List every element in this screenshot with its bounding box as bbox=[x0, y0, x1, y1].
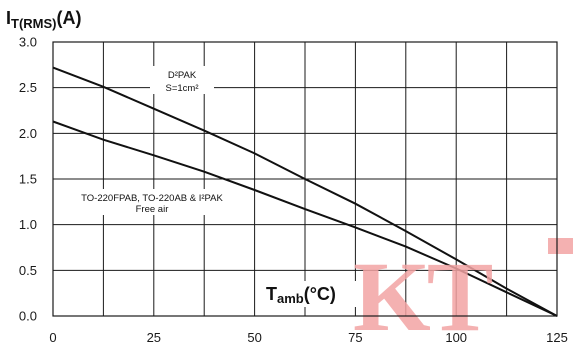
y-axis-label-text: IT(RMS)(A) bbox=[6, 8, 82, 31]
watermark-fragment bbox=[548, 238, 573, 254]
x-tick-label: 75 bbox=[348, 330, 362, 345]
watermark-text: KT bbox=[353, 241, 493, 349]
series-line-1 bbox=[52, 120, 558, 317]
annotation-d2pak: D²PAK S=1cm² bbox=[150, 66, 214, 94]
annotation-d2pak-line1: D²PAK bbox=[168, 70, 197, 81]
annotation-to220: TO-220FPAB, TO-220AB & I²PAK Free air bbox=[70, 189, 234, 215]
annotation-to220-line1: TO-220FPAB, TO-220AB & I²PAK bbox=[81, 193, 223, 204]
y-tick-label: 0.5 bbox=[19, 263, 37, 278]
x-axis-label: Tamb(°C) bbox=[262, 281, 360, 307]
x-axis-label-unit: (°C) bbox=[304, 284, 336, 304]
x-axis-label-main: T bbox=[266, 284, 277, 304]
series-line-0 bbox=[52, 66, 558, 317]
annotation-to220-line2: Free air bbox=[136, 204, 169, 215]
y-tick-label: 0.0 bbox=[19, 309, 37, 324]
y-tick-label: 1.5 bbox=[19, 172, 37, 187]
y-axis-label: IT(RMS)(A) bbox=[0, 0, 150, 34]
y-axis-label-main: I bbox=[6, 8, 11, 28]
y-axis-label-unit: (A) bbox=[57, 8, 82, 28]
y-tick-label: 2.5 bbox=[19, 80, 37, 95]
x-tick-label: 125 bbox=[546, 330, 568, 345]
x-tick-label: 0 bbox=[49, 330, 56, 345]
plot-frame bbox=[52, 41, 558, 317]
x-axis-label-text: Tamb(°C) bbox=[266, 284, 336, 306]
annotation-d2pak-line2: S=1cm² bbox=[166, 83, 199, 94]
x-tick-label: 25 bbox=[147, 330, 161, 345]
y-tick-label: 3.0 bbox=[19, 35, 37, 50]
x-tick-label: 100 bbox=[445, 330, 467, 345]
series-layer bbox=[52, 66, 558, 317]
y-tick-label: 1.0 bbox=[19, 217, 37, 232]
tick-labels: 0.0 0.5 1.0 1.5 2.0 2.5 3.0 0 25 50 75 100 125 bbox=[19, 35, 568, 346]
y-axis-label-sub: T(RMS) bbox=[11, 16, 57, 31]
y-tick-label: 2.0 bbox=[19, 126, 37, 141]
x-tick-label: 50 bbox=[247, 330, 261, 345]
x-axis-label-sub: amb bbox=[277, 291, 304, 306]
